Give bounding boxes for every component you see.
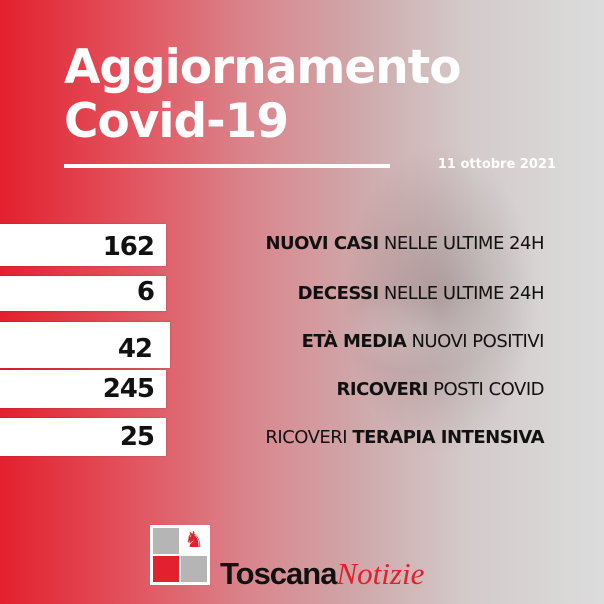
stat-label-intensive-care: RICOVERI TERAPIA INTENSIVA [265,427,544,448]
label-bold: TERAPIA INTENSIVA [352,427,544,448]
label-bold: ETÀ MEDIA [301,331,407,352]
stat-value: 25 [119,422,155,452]
stat-value: 42 [117,334,153,364]
stat-box-deaths: 6 [0,276,166,311]
stat-value: 6 [136,277,155,307]
stat-box-new-cases: 162 [0,224,166,266]
stat-box-intensive-care: 25 [0,418,166,456]
divider [64,164,390,168]
date-label: 11 ottobre 2021 [437,157,556,172]
stat-label-average-age: ETÀ MEDIA NUOVI POSITIVI [301,331,545,352]
stat-value: 162 [102,232,155,262]
stat-box-average-age: 42 [0,322,170,368]
tn-logo-mark: ♞ [150,525,210,585]
page-title-line1: Aggiornamento [64,40,461,95]
label-bold: RICOVERI [336,379,429,400]
label-regular: RICOVERI [265,427,353,448]
label-regular: POSTI COVID [427,379,544,400]
label-regular: NELLE ULTIME 24H [378,283,545,304]
stat-value: 245 [102,374,155,404]
stat-box-hospitalized: 245 [0,370,166,408]
label-regular: NELLE ULTIME 24H [378,233,545,254]
stat-label-deaths: DECESSI NELLE ULTIME 24H [297,283,545,304]
label-bold: NUOVI CASI [265,233,379,254]
label-bold: DECESSI [297,283,380,304]
brand-name: ToscanaNotizie [220,556,424,592]
label-regular: NUOVI POSITIVI [406,331,544,352]
stat-label-new-cases: NUOVI CASI NELLE ULTIME 24H [265,233,544,254]
brand-italic: Notizie [336,556,425,591]
page-title-line2: Covid-19 [64,94,289,149]
brand-bold: Toscana [220,556,337,591]
stat-label-hospitalized: RICOVERI POSTI COVID [336,379,545,400]
